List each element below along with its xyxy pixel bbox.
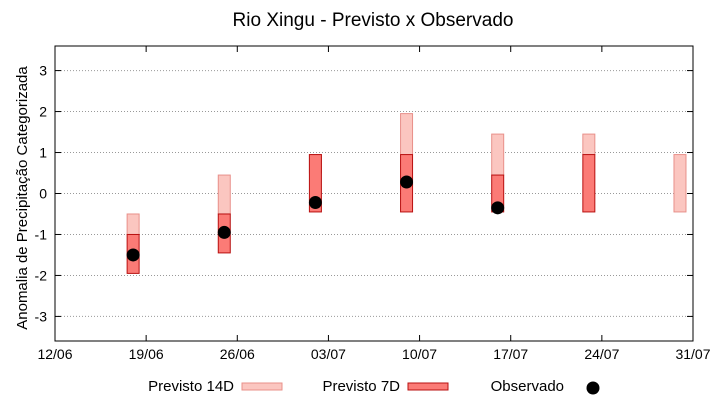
- legend: Previsto 14D Previsto 7D Observado: [148, 378, 600, 395]
- x-tick-label: 31/07: [675, 346, 710, 362]
- x-tick-label: 17/07: [493, 346, 528, 362]
- x-tick-label: 03/07: [311, 346, 346, 362]
- y-tick-label: -2: [35, 267, 48, 283]
- legend-marker-observado: [586, 381, 600, 395]
- previsto-14d-bar: [491, 133, 505, 176]
- observado-point: [491, 201, 505, 215]
- chart-title: Rio Xingu - Previsto x Observado: [233, 10, 514, 31]
- previsto-7d-series: [126, 154, 596, 274]
- legend-swatch-previsto-7d: [407, 382, 449, 391]
- y-tick-label: -1: [35, 226, 48, 242]
- legend-label-previsto-14d: Previsto 14D: [148, 378, 234, 395]
- y-tick-label: 3: [39, 63, 47, 79]
- observado-point: [126, 248, 140, 262]
- x-tick-label: 19/06: [129, 346, 164, 362]
- legend-swatch-previsto-14d: [241, 382, 283, 391]
- observado-point: [400, 175, 414, 189]
- legend-label-previsto-7d: Previsto 7D: [322, 378, 400, 395]
- x-axis-ticks: 12/06 19/06 26/06 03/07 10/07 17/07 24/07 31/07: [37, 46, 711, 362]
- x-tick-label: 10/07: [402, 346, 437, 362]
- previsto-14d-bar: [582, 133, 596, 156]
- y-axis-ticks: -3 -2 -1 0 1 2 3: [35, 63, 693, 324]
- observado-point: [217, 225, 231, 239]
- y-tick-label: 1: [39, 145, 47, 161]
- x-tick-label: 24/07: [584, 346, 619, 362]
- previsto-14d-bar: [400, 113, 414, 156]
- observado-series: [126, 175, 505, 262]
- legend-label-observado: Observado: [491, 378, 564, 395]
- previsto-14d-bar: [673, 154, 687, 213]
- gridlines: [55, 70, 693, 317]
- x-tick-label: 12/06: [37, 346, 72, 362]
- y-axis-label: Anomalia de Precipitação Categorizada: [14, 66, 31, 330]
- y-tick-label: 0: [39, 186, 47, 202]
- observado-point: [308, 196, 322, 210]
- previsto-14d-bar: [126, 213, 140, 235]
- previsto-7d-bar: [582, 154, 596, 213]
- y-tick-label: 2: [39, 104, 47, 120]
- previsto-14d-bar: [217, 174, 231, 215]
- y-tick-label: -3: [35, 308, 48, 324]
- x-tick-label: 26/06: [220, 346, 255, 362]
